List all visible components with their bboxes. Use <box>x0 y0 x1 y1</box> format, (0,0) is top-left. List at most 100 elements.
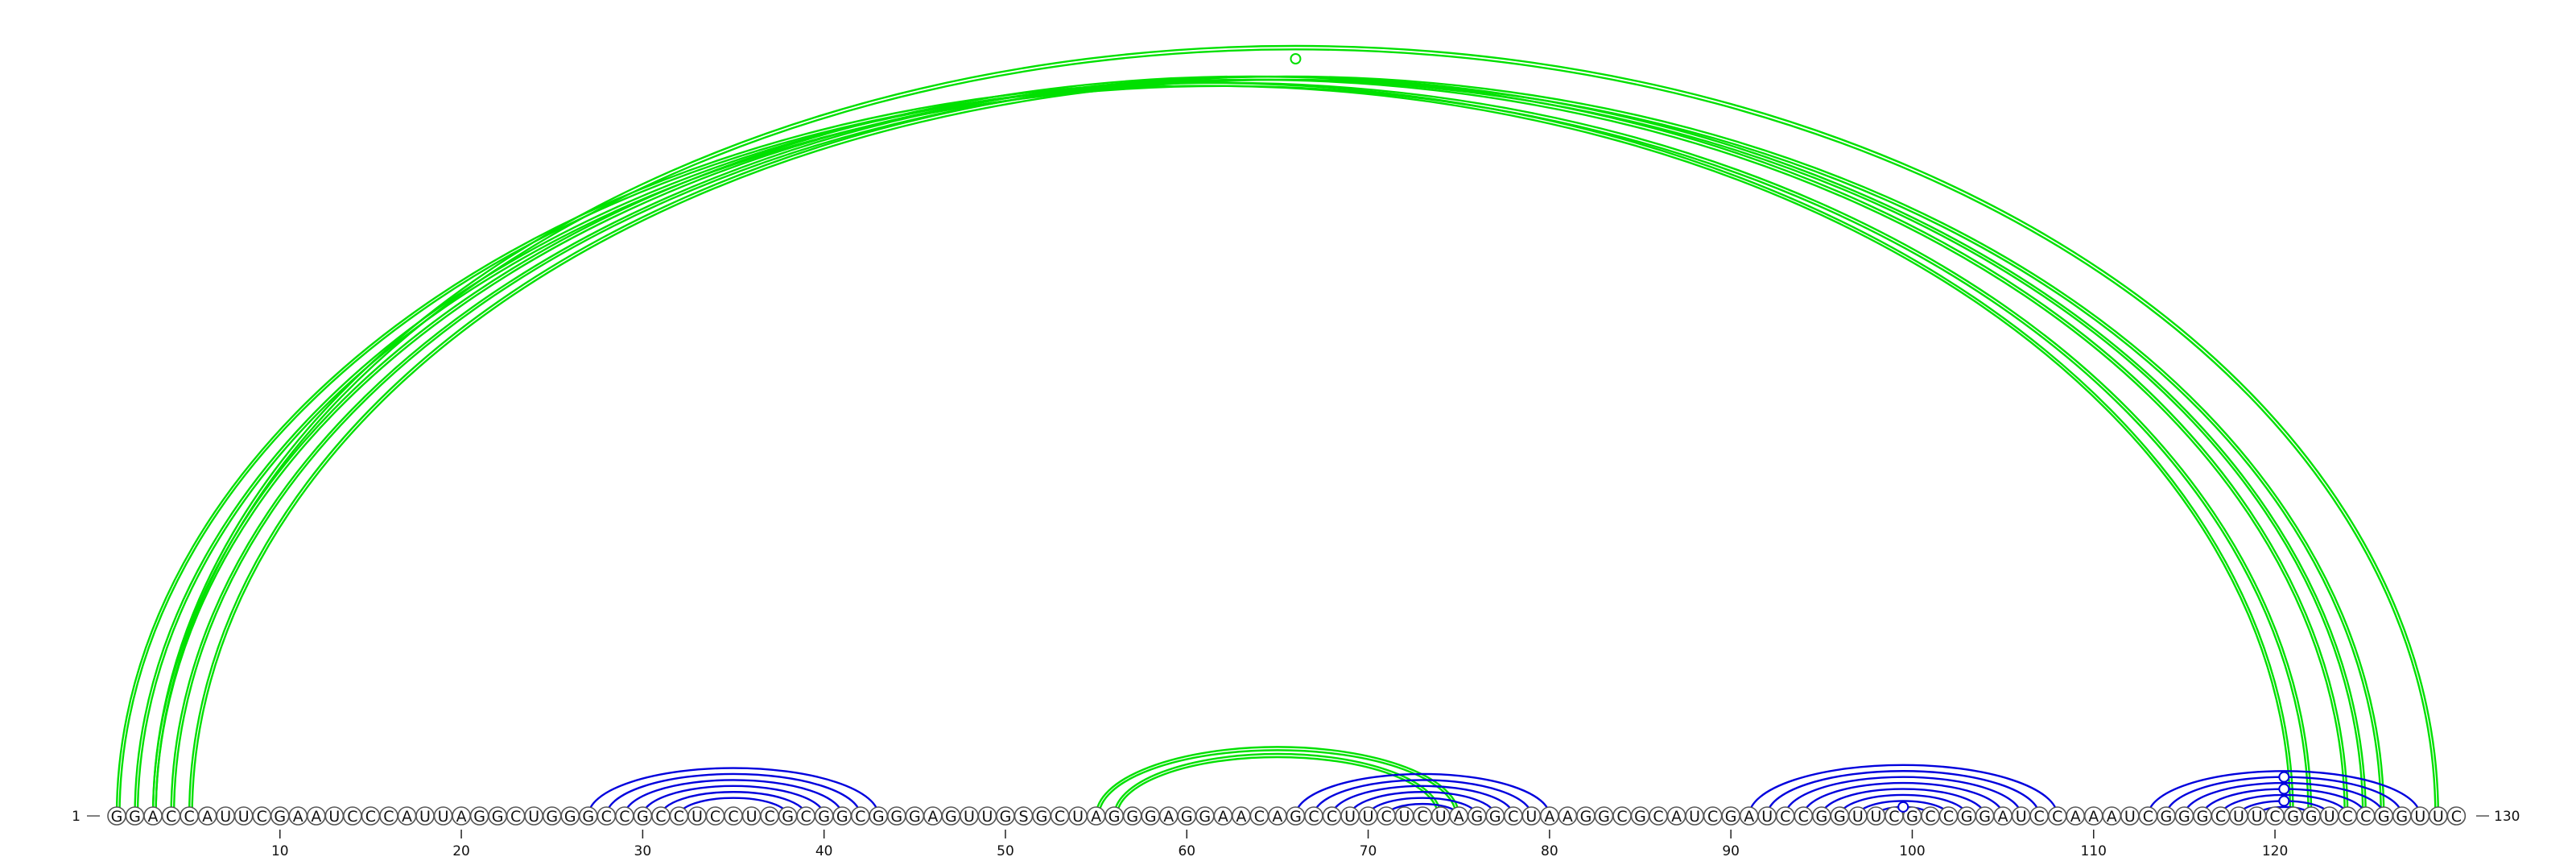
nucleotide-letter: C <box>674 808 684 826</box>
lower-arc-group <box>587 764 2421 817</box>
nucleotide-letter: G <box>1815 808 1827 826</box>
helix-arc <box>1331 785 1515 817</box>
nucleotide-letter: G <box>1634 808 1646 826</box>
pseudoknot-arc <box>151 75 2349 817</box>
nucleotide-letter: U <box>981 808 993 826</box>
nucleotide-letter: U <box>1072 808 1084 826</box>
noncanonical-pair-marker <box>1290 53 1302 64</box>
nucleotide-letter: U <box>2433 808 2444 826</box>
start-label: 1 <box>72 809 80 825</box>
pseudoknot-arc-inner <box>191 78 2382 817</box>
nucleotide-letter: G <box>909 808 921 826</box>
nucleotide-letter: U <box>1870 808 1881 826</box>
nucleotide-circle <box>2446 806 2467 826</box>
nucleotide-letter: C <box>2052 808 2062 826</box>
pseudoknot-arc <box>170 75 2367 817</box>
nucleotide-letter: U <box>2324 808 2335 826</box>
nucleotide-letter: U <box>1689 808 1700 826</box>
nucleotide-letter: G <box>818 808 830 826</box>
nucleotide-letter: A <box>1163 808 1174 826</box>
nucleotide-letter: G <box>1108 808 1121 826</box>
nucleotide-letter: G <box>111 808 123 826</box>
nucleotide-letter: U <box>746 808 758 826</box>
nucleotide-letter: U <box>1525 808 1537 826</box>
pseudoknot-arc-inner <box>155 78 2346 817</box>
nucleotide-letter: U <box>1435 808 1447 826</box>
nucleotide-letter: C <box>2360 808 2371 826</box>
helix-arc <box>587 767 880 817</box>
nucleotide-letter: G <box>546 808 558 826</box>
nucleotide-letter: C <box>800 808 811 826</box>
nucleotide-letter: G <box>1471 808 1483 826</box>
nucleotide-letter: A <box>148 808 159 826</box>
axis-tick-label: 20 <box>452 843 470 857</box>
nucleotide-letter: A <box>1544 808 1554 826</box>
axis-tick-label: 70 <box>1360 843 1377 857</box>
nucleotide-letter: A <box>1563 808 1573 826</box>
pseudoknot-arc <box>134 81 2313 817</box>
nucleotide-letter: C <box>2451 808 2462 826</box>
position-axis: 1 130 10 20 30 40 50 60 70 80 90 100 110 120 <box>72 809 2520 857</box>
nucleotide-letter: G <box>1906 808 1918 826</box>
nucleotide-letter: G <box>129 808 141 826</box>
nucleotide-letter: A <box>1744 808 1754 826</box>
nucleotide-letter: G <box>2178 808 2190 826</box>
nucleotide-letter: G <box>1834 808 1846 826</box>
axis-tick-label: 40 <box>815 843 833 857</box>
nucleotide-letter: G <box>890 808 902 826</box>
nucleotide-letter: C <box>1418 808 1428 826</box>
noncanonical-pair-marker <box>2278 795 2290 807</box>
nucleotide-letter: C <box>1055 808 1065 826</box>
nucleotide-letter: U <box>1399 808 1410 826</box>
nucleotide-letter: A <box>1998 808 2008 826</box>
helix-arc <box>2183 781 2385 817</box>
nucleotide-letter: G <box>1489 808 1501 826</box>
axis-tick-label: 30 <box>634 843 652 857</box>
nucleotide-letter: C <box>2143 808 2153 826</box>
nucleotide-letter: G <box>582 808 594 826</box>
helix-arc <box>1748 764 2058 817</box>
helix-arc <box>2219 793 2349 817</box>
nucleotide-letter: G <box>1979 808 1991 826</box>
nucleotide-letter: C <box>710 808 720 826</box>
nucleotide-letter: G <box>2287 808 2299 826</box>
helix-arc <box>605 772 861 817</box>
nucleotide-letter: G <box>2161 808 2173 826</box>
nucleotide-letter: U <box>238 808 250 826</box>
nucleotide-letter: S <box>1018 808 1028 826</box>
nucleotide-letter: C <box>619 808 630 826</box>
pseudoknot-arc-inner <box>136 85 2310 817</box>
upper-arc-group <box>115 44 2440 817</box>
nucleotide-letter: G <box>2197 808 2209 826</box>
nucleotide-letter: G <box>1199 808 1211 826</box>
nucleotide-letter: G <box>637 808 649 826</box>
nucleotide-letter: C <box>728 808 738 826</box>
nucleotide-letter: C <box>383 808 394 826</box>
nucleotide-letter: C <box>2269 808 2280 826</box>
axis-tick-label: 120 <box>2262 843 2288 857</box>
nucleotide-letter: C <box>1780 808 1790 826</box>
nucleotide-letter: A <box>1218 808 1228 826</box>
nucleotide-letter: U <box>419 808 431 826</box>
axis-tick-label: 80 <box>1541 843 1558 857</box>
pseudoknot-arc-inner <box>172 78 2364 817</box>
nucleotide-letter: G <box>1290 808 1302 826</box>
helix-arc <box>623 779 844 817</box>
nucleotide-letter: G <box>1181 808 1193 826</box>
nucleotide-letter: U <box>1761 808 1773 826</box>
helix-arc <box>1312 779 1533 817</box>
nucleotide-letter: A <box>202 808 213 826</box>
axis-tick-label: 10 <box>271 843 289 857</box>
nucleotide-letter: A <box>1091 808 1101 826</box>
nucleotide-letter: C <box>1508 808 1518 826</box>
nucleotide-letter: C <box>184 808 194 826</box>
nucleotide-letter: C <box>257 808 267 826</box>
nucleotide-letter: U <box>220 808 231 826</box>
nucleotide-letter: C <box>2343 808 2353 826</box>
pair-marker-group <box>1290 53 2290 813</box>
axis-tick-label: 60 <box>1178 843 1195 857</box>
nucleotide-letter: G <box>1126 808 1138 826</box>
pseudoknot-arc-inner <box>1097 749 1457 817</box>
pseudoknot-arc-inner <box>155 48 2437 817</box>
